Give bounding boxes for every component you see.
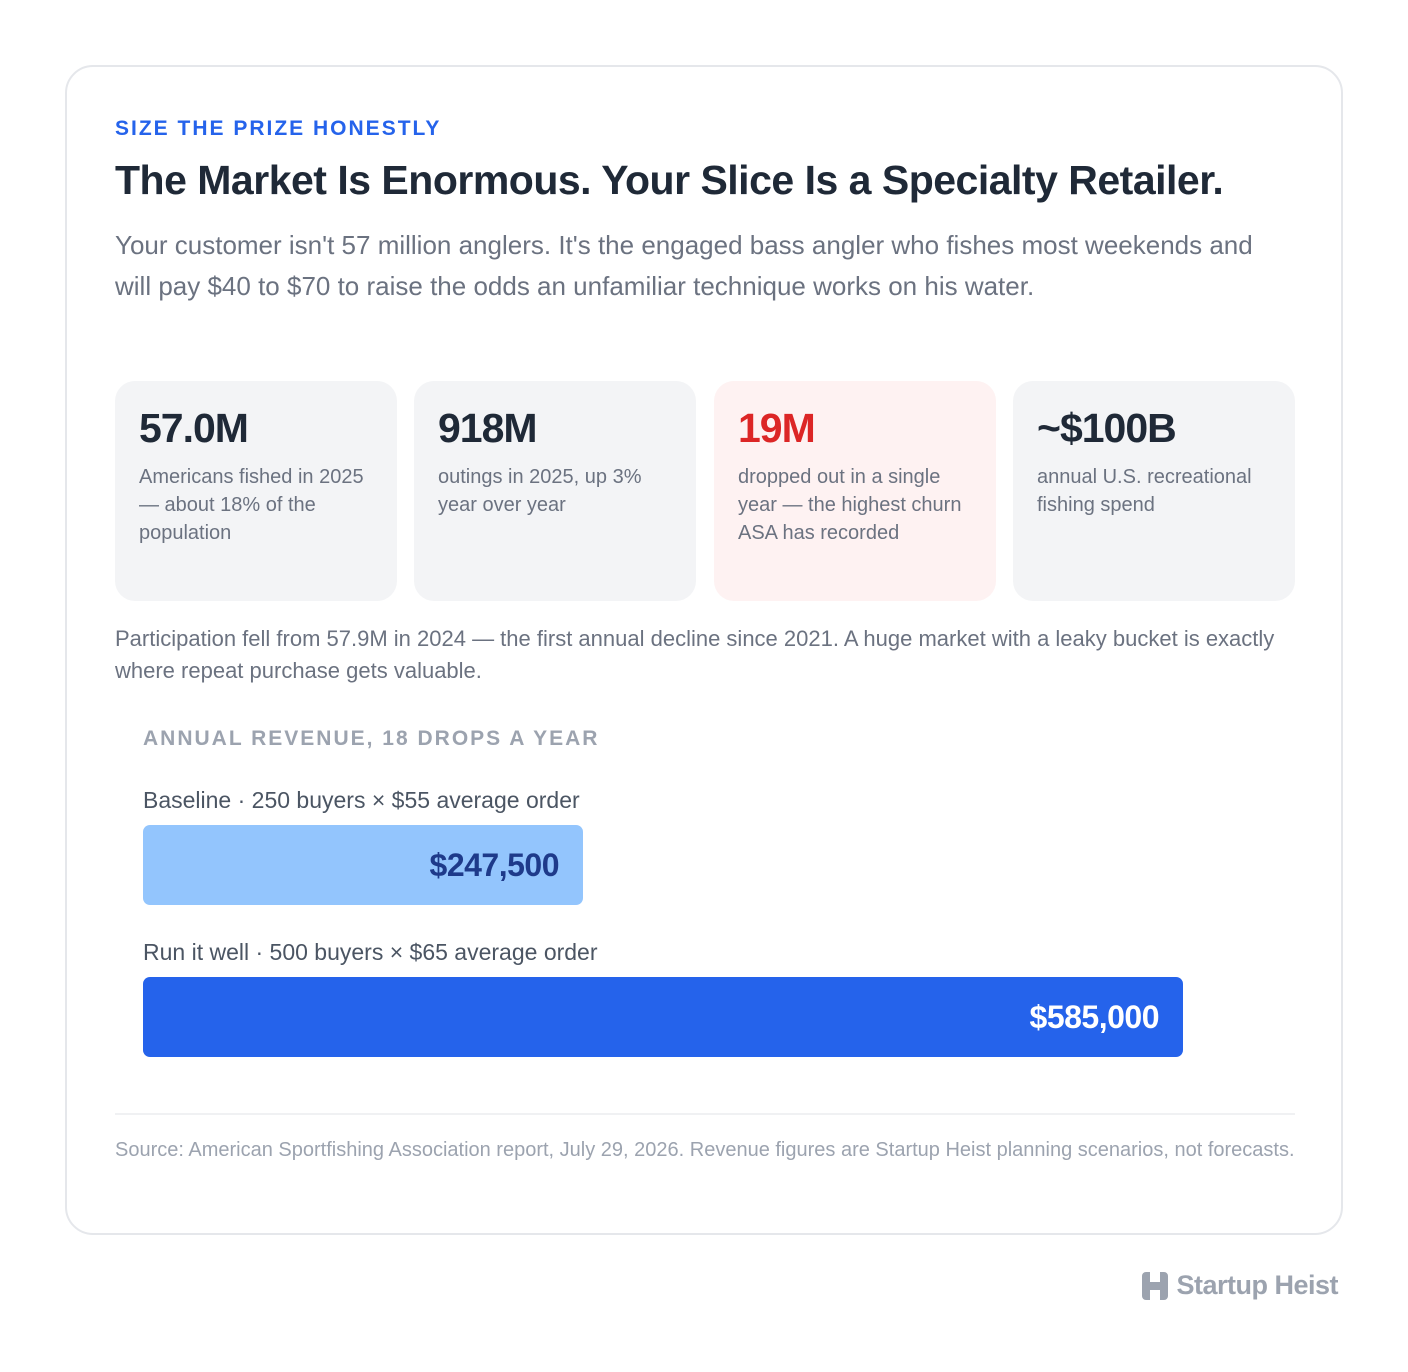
stat-card-churn: 19M dropped out in a single year — the h… [714, 381, 996, 601]
participation-note: Participation fell from 57.9M in 2024 — … [115, 626, 1275, 683]
page-title: The Market Is Enormous. Your Slice Is a … [115, 157, 1224, 203]
bar-label-run-it-well: Run it well · 500 buyers × $65 average o… [143, 939, 598, 965]
bar-baseline: $247,500 [143, 825, 583, 905]
brand-logo: Startup Heist [1142, 1270, 1338, 1301]
stat-cards: 57.0M Americans fished in 2025 — about 1… [115, 381, 1295, 601]
stat-value: ~$100B [1037, 405, 1177, 451]
stat-card-spend: ~$100B annual U.S. recreational fishing … [1013, 381, 1295, 601]
lede-paragraph: Your customer isn't 57 million anglers. … [115, 230, 1253, 301]
bar-label-baseline: Baseline · 250 buyers × $55 average orde… [143, 787, 580, 813]
infographic-card: SIZE THE PRIZE HONESTLY The Market Is En… [65, 65, 1343, 1235]
stat-card-anglers: 57.0M Americans fished in 2025 — about 1… [115, 381, 397, 601]
startup-heist-logo-icon [1142, 1271, 1169, 1300]
bar-value-baseline: $247,500 [429, 846, 560, 883]
revenue-chart: ANNUAL REVENUE, 18 DROPS A YEAR Baseline… [143, 727, 1243, 1067]
eyebrow: SIZE THE PRIZE HONESTLY [115, 117, 442, 140]
stat-label: dropped out in a single year — the highe… [738, 466, 962, 544]
chart-title: ANNUAL REVENUE, 18 DROPS A YEAR [143, 727, 600, 750]
brand-name: Startup Heist [1176, 1270, 1338, 1300]
stat-label: outings in 2025, up 3% year over year [438, 466, 642, 516]
bar-value-run-it-well: $585,000 [1029, 998, 1160, 1035]
stat-label: annual U.S. recreational fishing spend [1037, 466, 1252, 516]
stat-label: Americans fished in 2025 — about 18% of … [139, 466, 364, 544]
stat-value: 918M [438, 405, 538, 451]
stat-value: 19M [738, 405, 816, 451]
source-note: Source: American Sportfishing Associatio… [115, 1139, 1295, 1161]
stat-card-outings: 918M outings in 2025, up 3% year over ye… [414, 381, 696, 601]
stat-value: 57.0M [139, 405, 249, 451]
divider [115, 1113, 1295, 1115]
bar-run-it-well: $585,000 [143, 977, 1183, 1057]
